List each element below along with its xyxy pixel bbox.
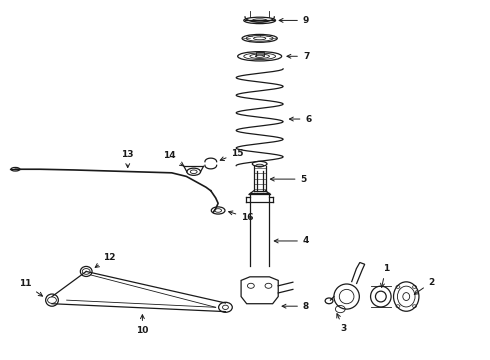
Text: 15: 15 <box>220 149 244 161</box>
Text: 2: 2 <box>414 278 435 294</box>
Text: 16: 16 <box>229 211 254 222</box>
Text: 6: 6 <box>290 114 312 123</box>
Text: 5: 5 <box>270 175 307 184</box>
Text: 1: 1 <box>381 264 389 287</box>
Text: 12: 12 <box>95 253 116 267</box>
Text: 8: 8 <box>282 302 309 311</box>
Text: 7: 7 <box>287 52 309 61</box>
Text: 3: 3 <box>337 314 347 333</box>
Text: 4: 4 <box>274 237 309 246</box>
Text: 9: 9 <box>279 16 309 25</box>
Text: 14: 14 <box>163 151 184 166</box>
Text: 13: 13 <box>122 150 134 167</box>
Text: 10: 10 <box>136 315 148 335</box>
Text: 11: 11 <box>19 279 43 296</box>
